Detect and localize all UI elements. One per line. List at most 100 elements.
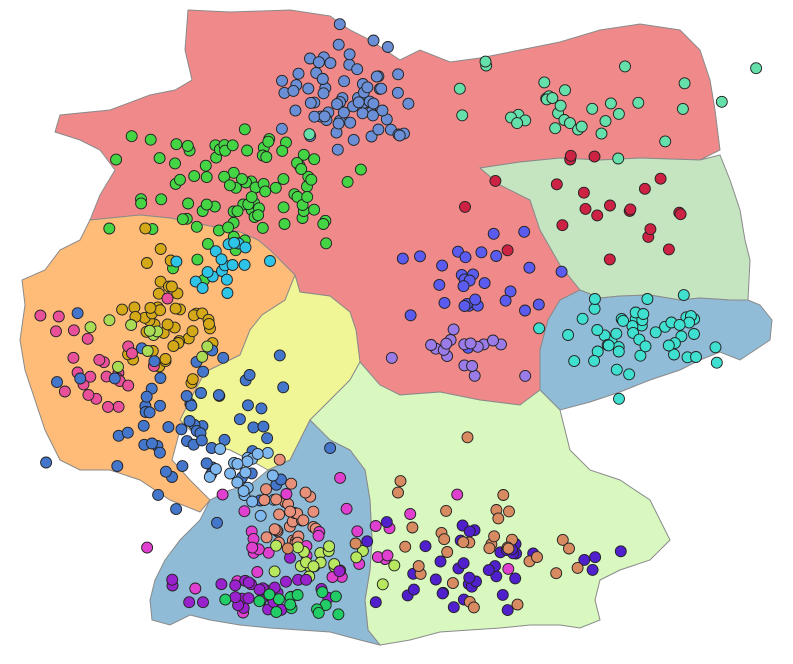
sample-point xyxy=(259,185,272,198)
sample-point xyxy=(393,129,406,142)
sample-point xyxy=(67,351,80,364)
sample-point xyxy=(50,325,62,338)
sample-point xyxy=(139,222,152,235)
sample-point xyxy=(270,606,283,619)
sample-point xyxy=(376,578,389,591)
sample-point xyxy=(425,339,438,351)
sample-point xyxy=(469,293,482,306)
sample-point xyxy=(559,84,571,97)
sample-point xyxy=(154,372,167,384)
sample-point xyxy=(243,369,256,381)
sample-point xyxy=(308,203,321,216)
sample-point xyxy=(750,62,763,75)
sample-point xyxy=(579,202,592,215)
sample-point xyxy=(266,469,279,482)
sample-point xyxy=(270,539,283,552)
sample-point xyxy=(212,389,225,402)
sample-point xyxy=(554,99,567,112)
sample-point xyxy=(562,329,575,341)
sample-point xyxy=(153,446,166,459)
sample-point xyxy=(591,209,604,222)
sample-point xyxy=(638,182,651,195)
sample-point xyxy=(152,488,165,501)
sample-point xyxy=(297,148,310,161)
sample-point xyxy=(58,385,71,398)
sample-point xyxy=(305,173,318,186)
sample-point xyxy=(295,163,308,176)
sample-point xyxy=(533,322,546,335)
sample-point xyxy=(257,420,270,433)
sample-point xyxy=(674,208,687,221)
sample-point xyxy=(332,38,345,51)
sample-point xyxy=(203,317,215,330)
sample-point xyxy=(245,191,258,204)
sample-point xyxy=(165,280,178,293)
sample-point xyxy=(74,372,87,385)
sample-point xyxy=(614,545,627,558)
sample-point xyxy=(641,293,654,305)
sample-point xyxy=(604,97,617,110)
sample-point xyxy=(186,373,199,386)
sample-point xyxy=(174,173,186,186)
sample-point xyxy=(108,372,121,385)
sample-point xyxy=(659,135,672,148)
sample-point xyxy=(154,399,166,412)
sample-point xyxy=(316,73,329,85)
sample-point xyxy=(331,143,344,156)
sample-point xyxy=(555,265,568,278)
sample-point xyxy=(67,324,80,337)
sample-point xyxy=(246,541,259,554)
sample-point xyxy=(710,356,723,369)
sample-point xyxy=(334,471,347,484)
sample-point xyxy=(366,109,379,122)
sample-point xyxy=(153,152,166,165)
sample-point xyxy=(577,186,590,199)
sample-point xyxy=(125,319,138,331)
sample-point xyxy=(599,115,612,128)
sample-point xyxy=(52,310,65,323)
sample-point xyxy=(612,107,625,120)
sample-point xyxy=(434,555,447,568)
sample-point xyxy=(376,104,389,117)
sample-point xyxy=(350,551,363,564)
sample-point xyxy=(556,533,569,546)
sample-point xyxy=(277,381,290,394)
sample-point xyxy=(188,170,201,183)
sample-point xyxy=(412,560,425,573)
sample-point xyxy=(447,601,460,614)
sample-point xyxy=(349,537,362,550)
sample-point xyxy=(612,152,625,165)
sample-point xyxy=(575,120,588,133)
sample-point xyxy=(511,598,524,611)
sample-point xyxy=(392,68,405,81)
sample-point xyxy=(404,508,417,520)
sample-point xyxy=(144,301,157,314)
sample-point xyxy=(487,334,499,347)
sample-point xyxy=(71,307,84,320)
sample-point xyxy=(595,127,608,140)
sample-point xyxy=(644,223,657,236)
sample-point xyxy=(277,173,290,186)
sample-point xyxy=(215,253,228,266)
sample-point xyxy=(269,181,282,194)
sample-point xyxy=(170,138,183,151)
sample-point xyxy=(200,198,213,211)
sample-point xyxy=(489,174,502,187)
sample-point xyxy=(103,222,116,235)
sample-point xyxy=(182,197,195,210)
sample-point xyxy=(144,133,157,146)
sample-point xyxy=(649,326,662,339)
sample-point xyxy=(228,236,241,249)
sample-point xyxy=(276,144,289,157)
sample-point xyxy=(190,220,203,233)
sample-point xyxy=(170,255,183,268)
sample-point xyxy=(189,582,202,595)
sample-point xyxy=(380,516,393,529)
sample-point xyxy=(563,542,575,555)
sample-point xyxy=(253,595,266,608)
sample-point xyxy=(441,546,454,558)
sample-point xyxy=(419,540,432,553)
sample-point xyxy=(238,505,251,518)
sample-point xyxy=(219,593,232,606)
sample-point xyxy=(140,257,153,269)
